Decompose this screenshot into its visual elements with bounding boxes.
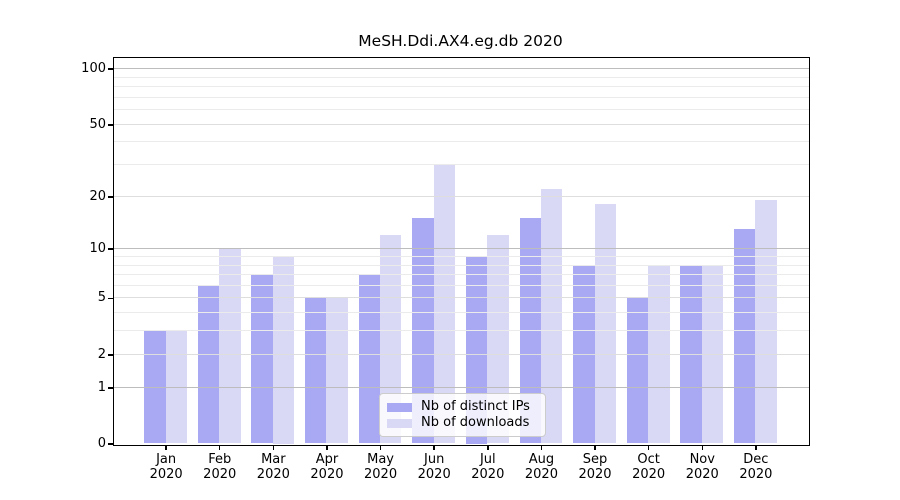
legend-label-downloads: Nb of downloads: [421, 415, 530, 430]
bar-distinct-ips-dec: [733, 229, 756, 444]
legend-item-distinct-ips: Nb of distinct IPs: [387, 399, 537, 415]
y-tick-label-0: 0: [97, 436, 106, 451]
bar-distinct-ips-may: [358, 274, 381, 444]
y-tick-mark: [107, 123, 113, 126]
y-tick-mark: [107, 195, 113, 198]
gridline-minor-8: [113, 264, 809, 266]
y-tick-label-50: 50: [89, 116, 106, 132]
x-tick-mark: [540, 445, 543, 450]
bar-downloads-dec: [755, 200, 777, 444]
x-tick-label-sep: Sep 2020: [578, 451, 612, 483]
x-tick-mark: [701, 445, 704, 450]
chart-title: MeSH.Ddi.AX4.eg.db 2020: [358, 32, 563, 50]
y-tick-mark: [107, 386, 113, 389]
x-tick-mark: [487, 445, 489, 450]
bar-downloads-feb: [219, 248, 241, 444]
bar-downloads-mar: [272, 256, 295, 444]
gridline-minor-3: [113, 330, 809, 332]
x-tick-mark: [433, 445, 435, 450]
legend-label-distinct-ips: Nb of distinct IPs: [421, 399, 530, 414]
y-tick-label-10: 10: [89, 241, 106, 257]
y-tick-mark: [107, 297, 113, 300]
bar-distinct-ips-apr: [305, 297, 327, 444]
bar-distinct-ips-feb: [197, 285, 220, 444]
gridline-major-5: [113, 297, 809, 299]
x-tick-label-apr: Apr 2020: [310, 451, 344, 483]
y-tick-label-5: 5: [97, 290, 106, 306]
legend-item-downloads: Nb of downloads: [387, 415, 537, 431]
bar-downloads-may: [380, 235, 402, 444]
gridline-minor-70: [113, 96, 809, 98]
y-tick-mark: [107, 68, 113, 71]
x-tick-mark: [755, 445, 757, 450]
x-tick-mark: [326, 445, 328, 450]
x-tick-mark: [218, 445, 221, 450]
gridline-minor-9: [113, 256, 809, 257]
gridline-major-2: [113, 353, 809, 355]
y-tick-label-20: 20: [89, 188, 106, 204]
gridline-minor-6: [113, 284, 809, 286]
x-tick-label-jan: Jan 2020: [149, 451, 183, 483]
bar-downloads-jul: [487, 235, 509, 444]
gridline-minor-30: [113, 164, 809, 166]
bar-downloads-apr: [326, 297, 348, 444]
gridline-minor-40: [113, 141, 809, 143]
x-tick-mark: [647, 445, 650, 450]
legend-swatch-distinct-ips: [387, 402, 412, 412]
bar-downloads-sep: [594, 204, 616, 444]
gridline-minor-4: [113, 312, 809, 314]
y-tick-mark: [107, 443, 113, 445]
x-tick-label-jul: Jul 2020: [471, 451, 505, 483]
y-tick-label-2: 2: [97, 346, 106, 362]
x-tick-label-jun: Jun 2020: [417, 451, 451, 483]
x-tick-mark: [594, 445, 596, 450]
x-tick-mark: [165, 445, 167, 450]
legend: Nb of distinct IPs Nb of downloads: [379, 393, 546, 437]
gridline-minor-90: [113, 76, 809, 78]
gridline-minor-7: [113, 274, 809, 276]
plot-area: [112, 56, 810, 446]
gridline-major-20: [113, 195, 809, 197]
grid-layer: [113, 58, 809, 445]
gridline-major-50: [113, 123, 809, 125]
gridline-major-10: [113, 248, 809, 250]
y-tick-label-1: 1: [97, 379, 106, 395]
bar-downloads-jun: [433, 164, 456, 444]
x-tick-label-oct: Oct 2020: [632, 451, 666, 483]
x-tick-label-nov: Nov 2020: [685, 451, 719, 483]
x-tick-label-mar: Mar 2020: [256, 451, 290, 483]
gridline-minor-80: [113, 86, 809, 88]
x-tick-label-aug: Aug 2020: [524, 451, 558, 483]
x-tick-mark: [272, 445, 275, 450]
x-tick-label-dec: Dec 2020: [739, 451, 773, 483]
bar-distinct-ips-mar: [251, 274, 273, 444]
y-tick-mark: [107, 353, 113, 356]
gridline-major-100: [113, 68, 809, 70]
gridline-major-1: [113, 386, 809, 388]
legend-swatch-downloads: [387, 418, 412, 428]
bar-downloads-aug: [540, 188, 563, 444]
x-tick-mark: [379, 445, 382, 450]
y-tick-mark: [107, 248, 113, 251]
x-tick-label-feb: Feb 2020: [203, 451, 237, 483]
bar-distinct-ips-oct: [626, 297, 649, 444]
gridline-minor-60: [113, 109, 809, 111]
x-tick-label-may: May 2020: [364, 451, 398, 483]
y-tick-label-100: 100: [81, 61, 106, 77]
